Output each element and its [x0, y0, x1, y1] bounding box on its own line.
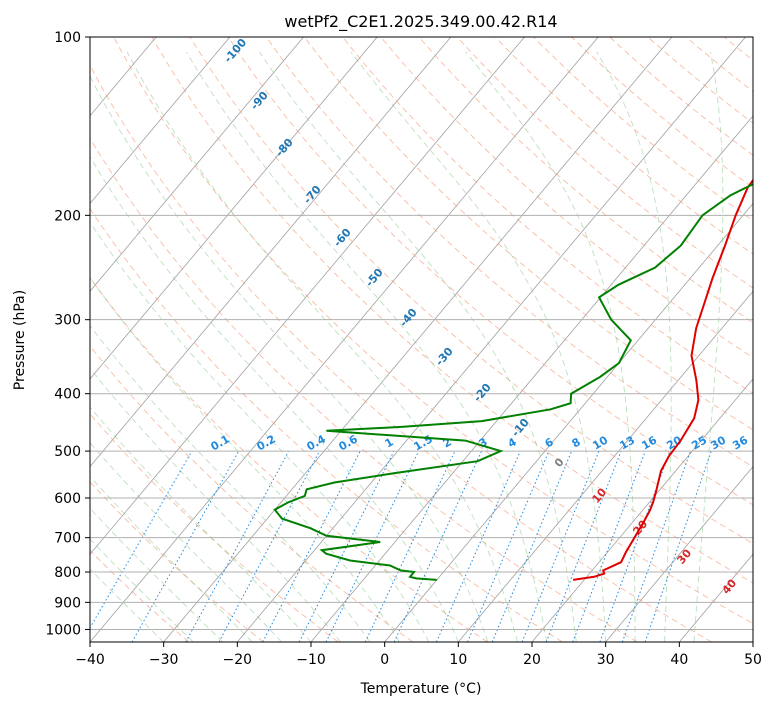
x-tick-label: −20 [223, 652, 253, 668]
moist-adiabat-line [90, 75, 489, 642]
moist-adiabat-line [596, 51, 672, 642]
y-tick-label: 300 [54, 313, 81, 329]
isotherm-line [90, 37, 231, 205]
dry-adiabat-line [303, 37, 753, 431]
mixing-ratio-line [131, 450, 240, 642]
moist-adiabat-line [90, 367, 341, 642]
moist-adiabat-line [90, 155, 459, 642]
x-tick-label: 50 [744, 652, 762, 668]
dry-adiabat-line [609, 37, 753, 156]
moist-adiabat-line [90, 324, 371, 642]
dry-adiabat-line [151, 37, 753, 584]
mixing-ratio-line [491, 450, 573, 642]
mixing-ratio-line [393, 450, 482, 642]
dry-adiabat-line [380, 37, 753, 359]
moist-adiabat-line [259, 51, 577, 642]
dry-adiabat-line [90, 207, 563, 642]
dry-adiabat-line [113, 37, 753, 625]
dry-adiabat-line [227, 37, 753, 506]
y-tick-label: 900 [54, 595, 81, 611]
isotherm-line [90, 37, 304, 292]
isotherm-line [90, 37, 525, 555]
dry-adiabat-line [189, 37, 753, 545]
mixing-ratio-line [467, 450, 550, 642]
y-tick-label: 700 [54, 531, 81, 547]
y-tick-label: 100 [54, 30, 81, 46]
dry-adiabat-line [532, 37, 753, 222]
profiles [273, 178, 753, 581]
isotherm-line [605, 465, 753, 642]
y-tick-label: 200 [54, 208, 81, 224]
isotherm-line [90, 37, 378, 380]
y-tick-label: 1000 [45, 622, 81, 638]
y-tick-label: 400 [54, 387, 81, 403]
dry-adiabat-line [90, 345, 414, 642]
dry-adiabat-line [418, 37, 753, 324]
isotherm-line [384, 202, 753, 642]
isotherm-line [531, 378, 753, 642]
y-axis-label: Pressure (hPa) [12, 290, 28, 390]
x-tick-label: 40 [670, 652, 688, 668]
mixing-ratio-line [621, 450, 691, 642]
isotherm-line [458, 290, 753, 642]
moist-adiabat-line [350, 51, 607, 642]
mixing-ratio-line [90, 450, 193, 629]
mixing-ratio-line [185, 450, 290, 642]
y-tick-label: 500 [54, 444, 81, 460]
mixing-ratio-line [325, 450, 420, 642]
y-axis: 100 200 300 400 500 600 700 800 900 1000 [45, 30, 90, 638]
moist-adiabat-line [693, 51, 724, 642]
moist-adiabat-line [90, 442, 282, 642]
chart-title: wetPf2_C2E1.2025.349.00.42.R14 [284, 12, 557, 32]
mixing-ratio-line [364, 450, 456, 642]
dry-adiabat-line [90, 64, 712, 642]
moist-adiabat-line [90, 406, 312, 642]
gridlines [90, 37, 753, 630]
y-tick-label: 800 [54, 565, 81, 581]
dewpoint-profile-line [273, 182, 753, 581]
moist-adiabat-line [90, 475, 253, 642]
y-tick-label: 600 [54, 491, 81, 507]
mixing-ratio-line [644, 450, 712, 642]
x-tick-label: 10 [449, 652, 467, 668]
x-axis: −40 −30 −20 −10 0 10 20 30 40 50 [75, 642, 762, 668]
x-tick-label: 0 [380, 652, 389, 668]
dry-adiabat-line [90, 481, 264, 642]
dry-adiabat-line [570, 37, 753, 189]
isotherm-line [237, 37, 746, 642]
x-axis-label: Temperature (°C) [360, 681, 482, 697]
x-tick-label: −30 [149, 652, 179, 668]
x-tick-label: 30 [597, 652, 615, 668]
mixing-ratio-line [435, 450, 521, 642]
dry-adiabat-line [265, 37, 753, 468]
dry-adiabat-line [90, 277, 488, 642]
moist-adiabat-line [90, 276, 400, 642]
x-tick-label: −10 [296, 652, 326, 668]
dry-adiabat-line [494, 37, 753, 255]
x-tick-label: 20 [523, 652, 541, 668]
x-tick-label: −40 [75, 652, 105, 668]
background-lines [90, 37, 753, 642]
dry-adiabat-line [90, 137, 638, 642]
temperature-profile-line [572, 178, 753, 581]
plot-frame [89, 36, 754, 643]
moist-adiabat-line [465, 51, 636, 642]
isotherm-line [90, 37, 599, 642]
dry-adiabat-line [342, 37, 753, 394]
moist-adiabat-line [126, 51, 518, 642]
moist-adiabat-line [90, 221, 430, 642]
isotherm-line [90, 37, 452, 468]
isotherm-line [163, 37, 673, 642]
